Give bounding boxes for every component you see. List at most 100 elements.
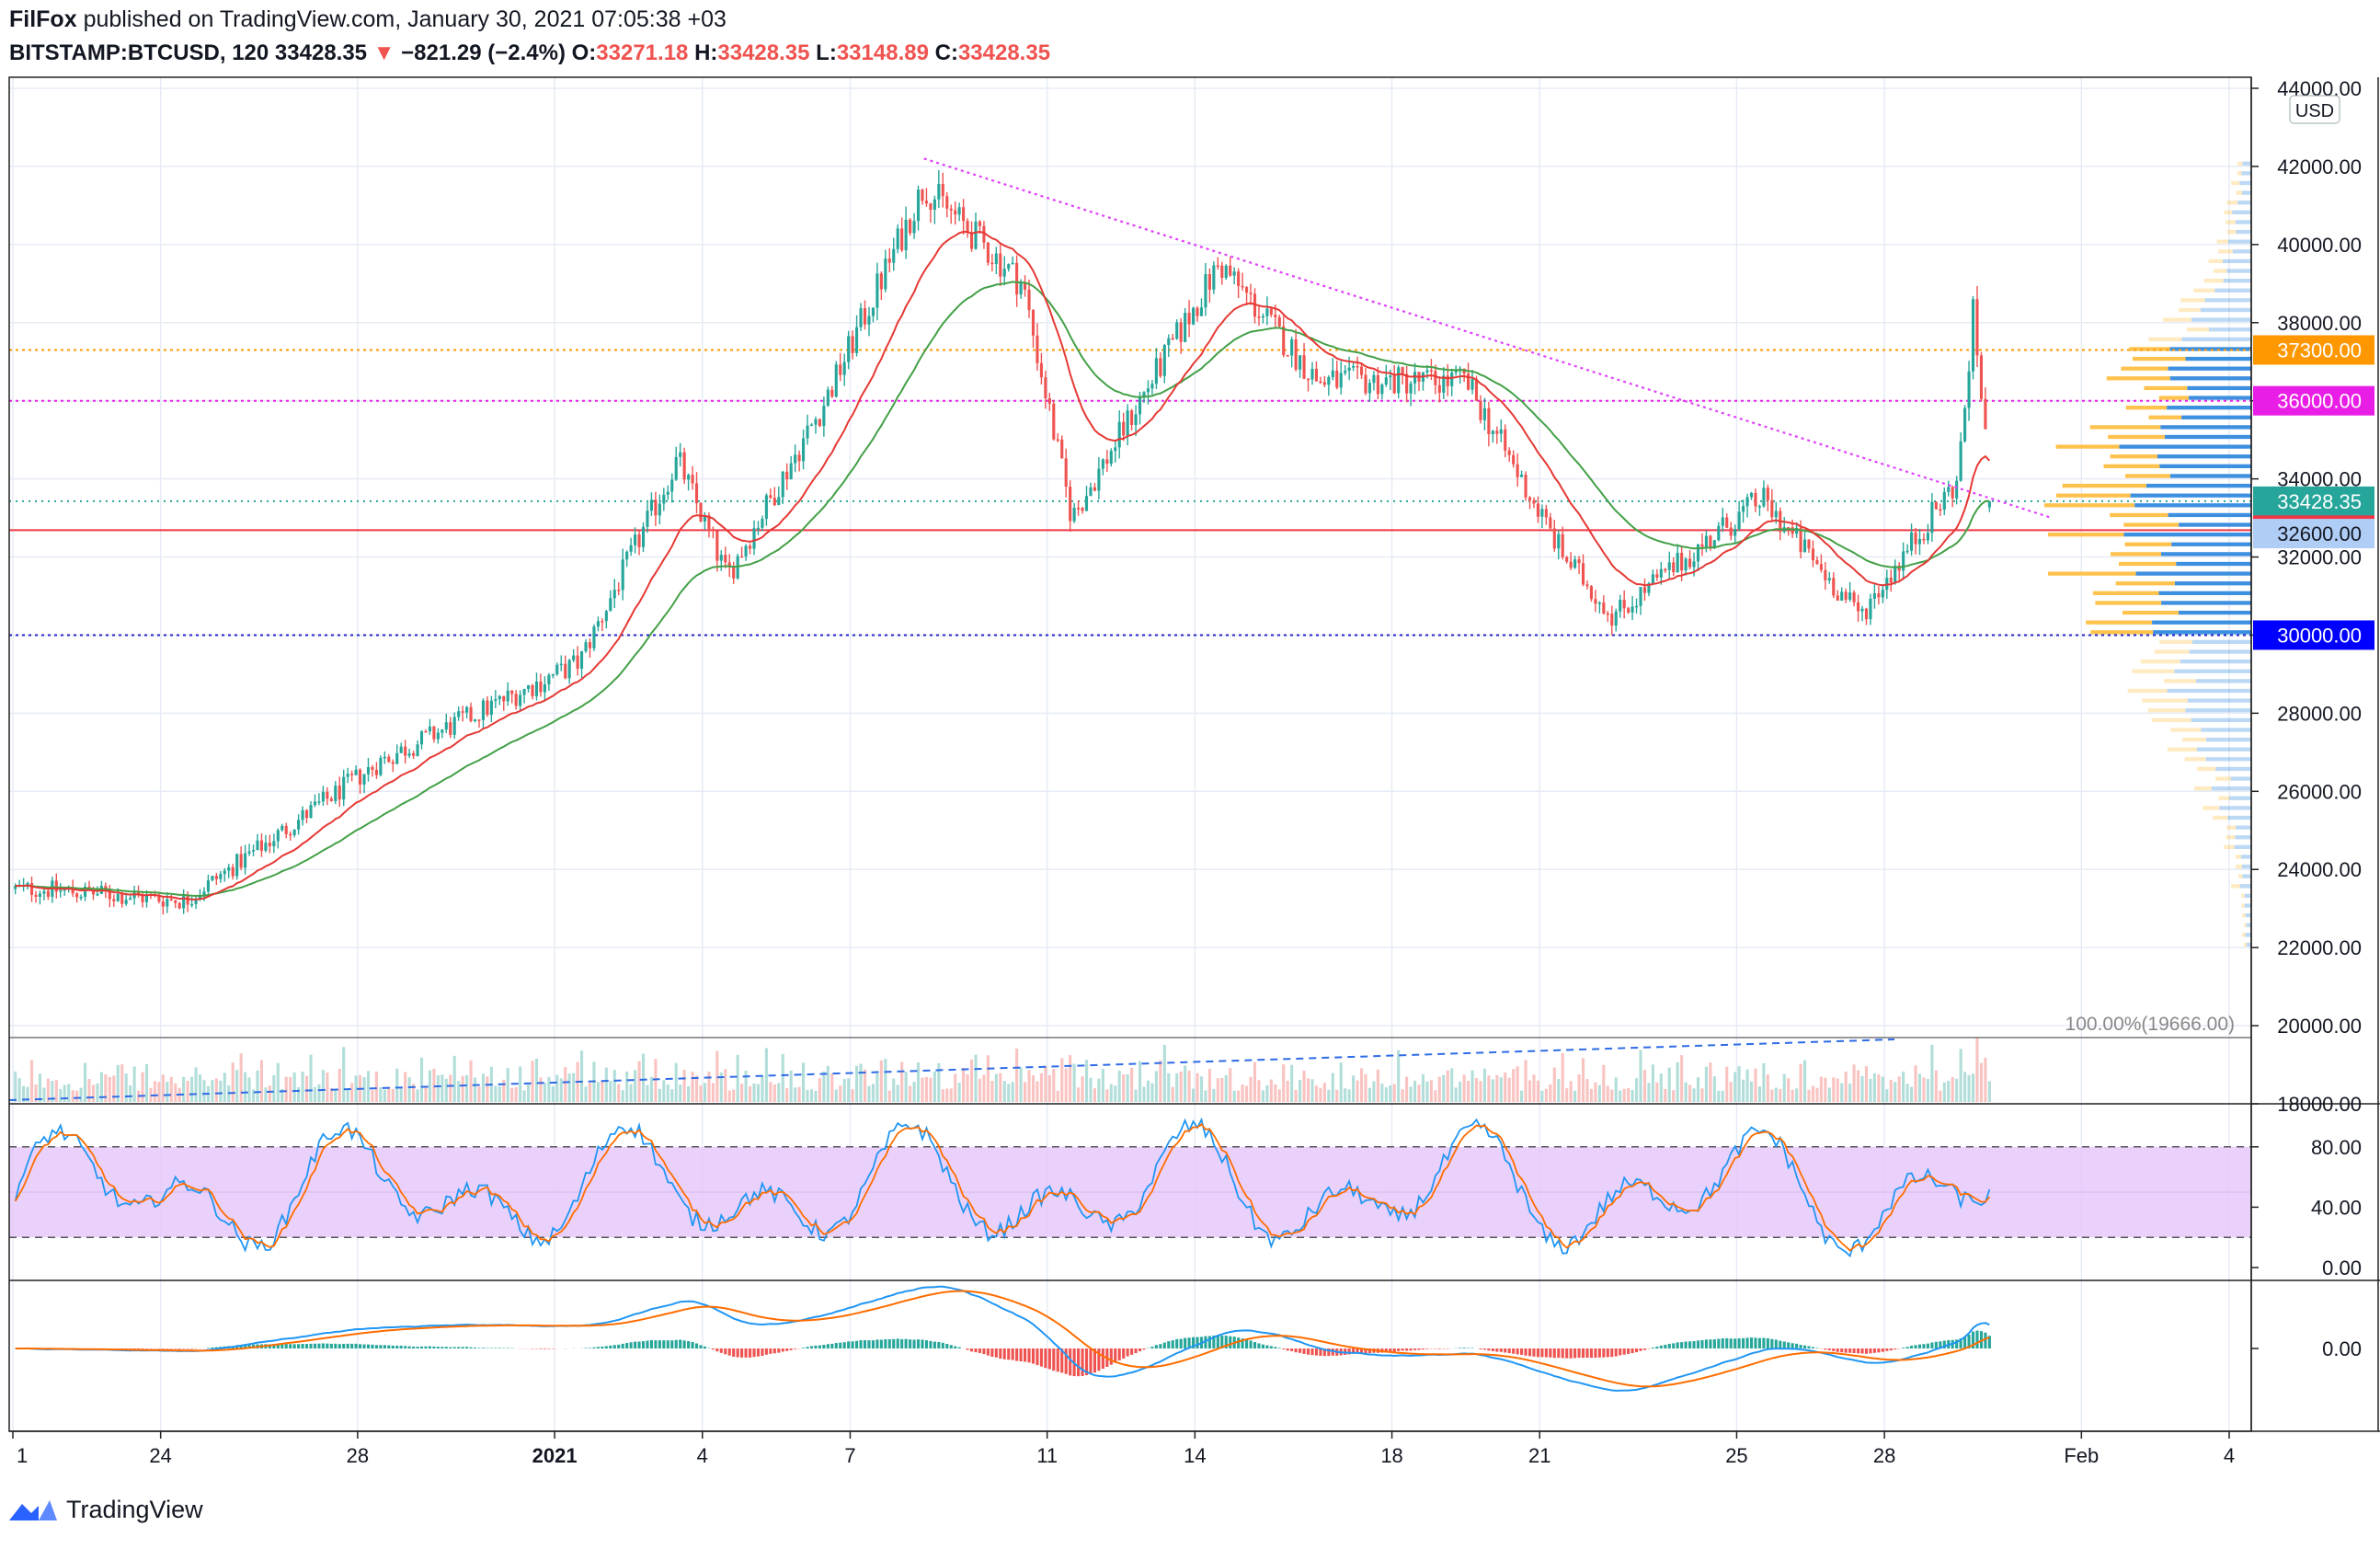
moving-averages[interactable] bbox=[15, 230, 1991, 901]
volume-bar bbox=[703, 1083, 707, 1102]
volume-bar bbox=[986, 1055, 990, 1102]
candle-body bbox=[1791, 527, 1794, 534]
volume-bar bbox=[1939, 1090, 1942, 1102]
candle-body bbox=[1134, 414, 1138, 425]
macd-pane[interactable] bbox=[15, 1285, 1991, 1392]
volume-bar bbox=[818, 1078, 821, 1102]
macd-histogram bbox=[929, 1340, 933, 1348]
volume-bar bbox=[1552, 1067, 1556, 1102]
candle-body bbox=[1856, 602, 1860, 612]
candle-body bbox=[514, 694, 518, 706]
candle-body bbox=[1914, 533, 1917, 545]
volume-bar bbox=[596, 1082, 600, 1102]
vprofile-down bbox=[2206, 737, 2251, 742]
macd-histogram bbox=[1704, 1339, 1708, 1348]
vprofile-down bbox=[2191, 317, 2251, 322]
trendline[interactable] bbox=[923, 157, 2053, 520]
volume-bar bbox=[182, 1076, 186, 1102]
macd-histogram bbox=[839, 1342, 842, 1348]
macd-histogram bbox=[1622, 1348, 1626, 1355]
volume-bar bbox=[1885, 1089, 1889, 1102]
candle-body bbox=[391, 762, 395, 764]
macd-histogram bbox=[851, 1341, 854, 1348]
candle-body bbox=[855, 327, 859, 353]
candle-body bbox=[506, 690, 509, 702]
volume-bar bbox=[966, 1073, 969, 1102]
macd-histogram bbox=[887, 1338, 891, 1348]
candle-body bbox=[1971, 299, 1975, 372]
volume-bar bbox=[1581, 1058, 1585, 1102]
macd-histogram bbox=[612, 1345, 616, 1348]
vprofile-up bbox=[2238, 874, 2243, 878]
candle-body bbox=[1138, 397, 1142, 415]
volume-bar bbox=[1717, 1090, 1721, 1102]
stoch-rsi-pane[interactable] bbox=[9, 1117, 2251, 1258]
volume-bar bbox=[1749, 1081, 1754, 1102]
macd-histogram bbox=[621, 1343, 624, 1348]
macd-histogram bbox=[785, 1348, 789, 1351]
macd-histogram bbox=[334, 1343, 338, 1348]
macd-histogram bbox=[1856, 1348, 1860, 1354]
candle-body bbox=[1524, 475, 1528, 498]
candle-body bbox=[1364, 374, 1367, 394]
candle-body bbox=[601, 621, 604, 623]
volume-bar bbox=[871, 1084, 875, 1102]
candle-body bbox=[707, 515, 711, 530]
volume-bar bbox=[383, 1089, 386, 1102]
time-axis[interactable]: 1 24 28 2021 4 7 11 14 18 21 25 28 Feb 4 bbox=[12, 1431, 2235, 1467]
publish-line: FilFox published on TradingView.com, Jan… bbox=[9, 2, 1050, 37]
macd-histogram bbox=[1787, 1342, 1791, 1348]
macd-histogram bbox=[847, 1341, 851, 1348]
symbol-label[interactable]: BITSTAMP:BTCUSD, 120 bbox=[9, 40, 269, 65]
volume-bar bbox=[1150, 1083, 1154, 1102]
volume-bar bbox=[580, 1050, 584, 1102]
candle-body bbox=[1069, 487, 1072, 522]
macd-histogram bbox=[966, 1348, 969, 1350]
volume-bar bbox=[682, 1069, 686, 1102]
volume-bar bbox=[1520, 1090, 1524, 1102]
macd-histogram bbox=[859, 1339, 863, 1348]
vprofile-down bbox=[2171, 542, 2251, 546]
vprofile-up bbox=[2181, 737, 2207, 742]
candles[interactable] bbox=[14, 169, 1991, 915]
macd-histogram bbox=[954, 1346, 957, 1348]
macd-histogram bbox=[169, 1348, 173, 1349]
volume-bar bbox=[465, 1074, 469, 1102]
vprofile-down bbox=[2158, 591, 2251, 595]
candle-body bbox=[1544, 509, 1548, 518]
candle-body bbox=[740, 556, 744, 558]
vprofile-up bbox=[2231, 180, 2240, 186]
candle-body bbox=[1872, 593, 1876, 599]
macd-histogram bbox=[1827, 1348, 1831, 1350]
horizontal-levels[interactable] bbox=[9, 349, 2251, 637]
time-tick-label: 24 bbox=[149, 1444, 171, 1467]
volume-bar bbox=[469, 1060, 473, 1102]
volume-bar bbox=[1610, 1089, 1614, 1102]
candle-body bbox=[1039, 362, 1043, 378]
macd-histogram bbox=[1052, 1348, 1056, 1371]
vprofile-up bbox=[2241, 933, 2246, 937]
candle-body bbox=[129, 898, 132, 901]
tradingview-logo-icon[interactable] bbox=[7, 1497, 59, 1524]
tradingview-brand[interactable]: TradingView bbox=[66, 1496, 203, 1523]
price-axis[interactable]: 44000.0042000.0040000.0038000.0036000.00… bbox=[2251, 77, 2374, 1360]
volume-bar bbox=[1930, 1044, 1934, 1102]
author-name[interactable]: FilFox bbox=[9, 6, 77, 32]
candle-body bbox=[1634, 605, 1639, 608]
macd-histogram bbox=[1734, 1338, 1737, 1348]
vprofile-up bbox=[2151, 717, 2191, 722]
macd-histogram bbox=[1594, 1348, 1597, 1359]
vprofile-up bbox=[2095, 601, 2162, 605]
price-label-text: 37300.00 bbox=[2277, 338, 2362, 361]
volume-bar bbox=[1409, 1086, 1413, 1102]
volume-bar bbox=[534, 1058, 539, 1102]
vprofile-down bbox=[2237, 201, 2251, 205]
volume-bar bbox=[244, 1072, 247, 1102]
candle-body bbox=[789, 463, 793, 480]
macd-histogram bbox=[978, 1348, 982, 1353]
macd-histogram bbox=[921, 1339, 924, 1348]
candle-body bbox=[346, 774, 349, 777]
candle-body bbox=[1926, 533, 1929, 541]
candle-body bbox=[1229, 265, 1232, 276]
